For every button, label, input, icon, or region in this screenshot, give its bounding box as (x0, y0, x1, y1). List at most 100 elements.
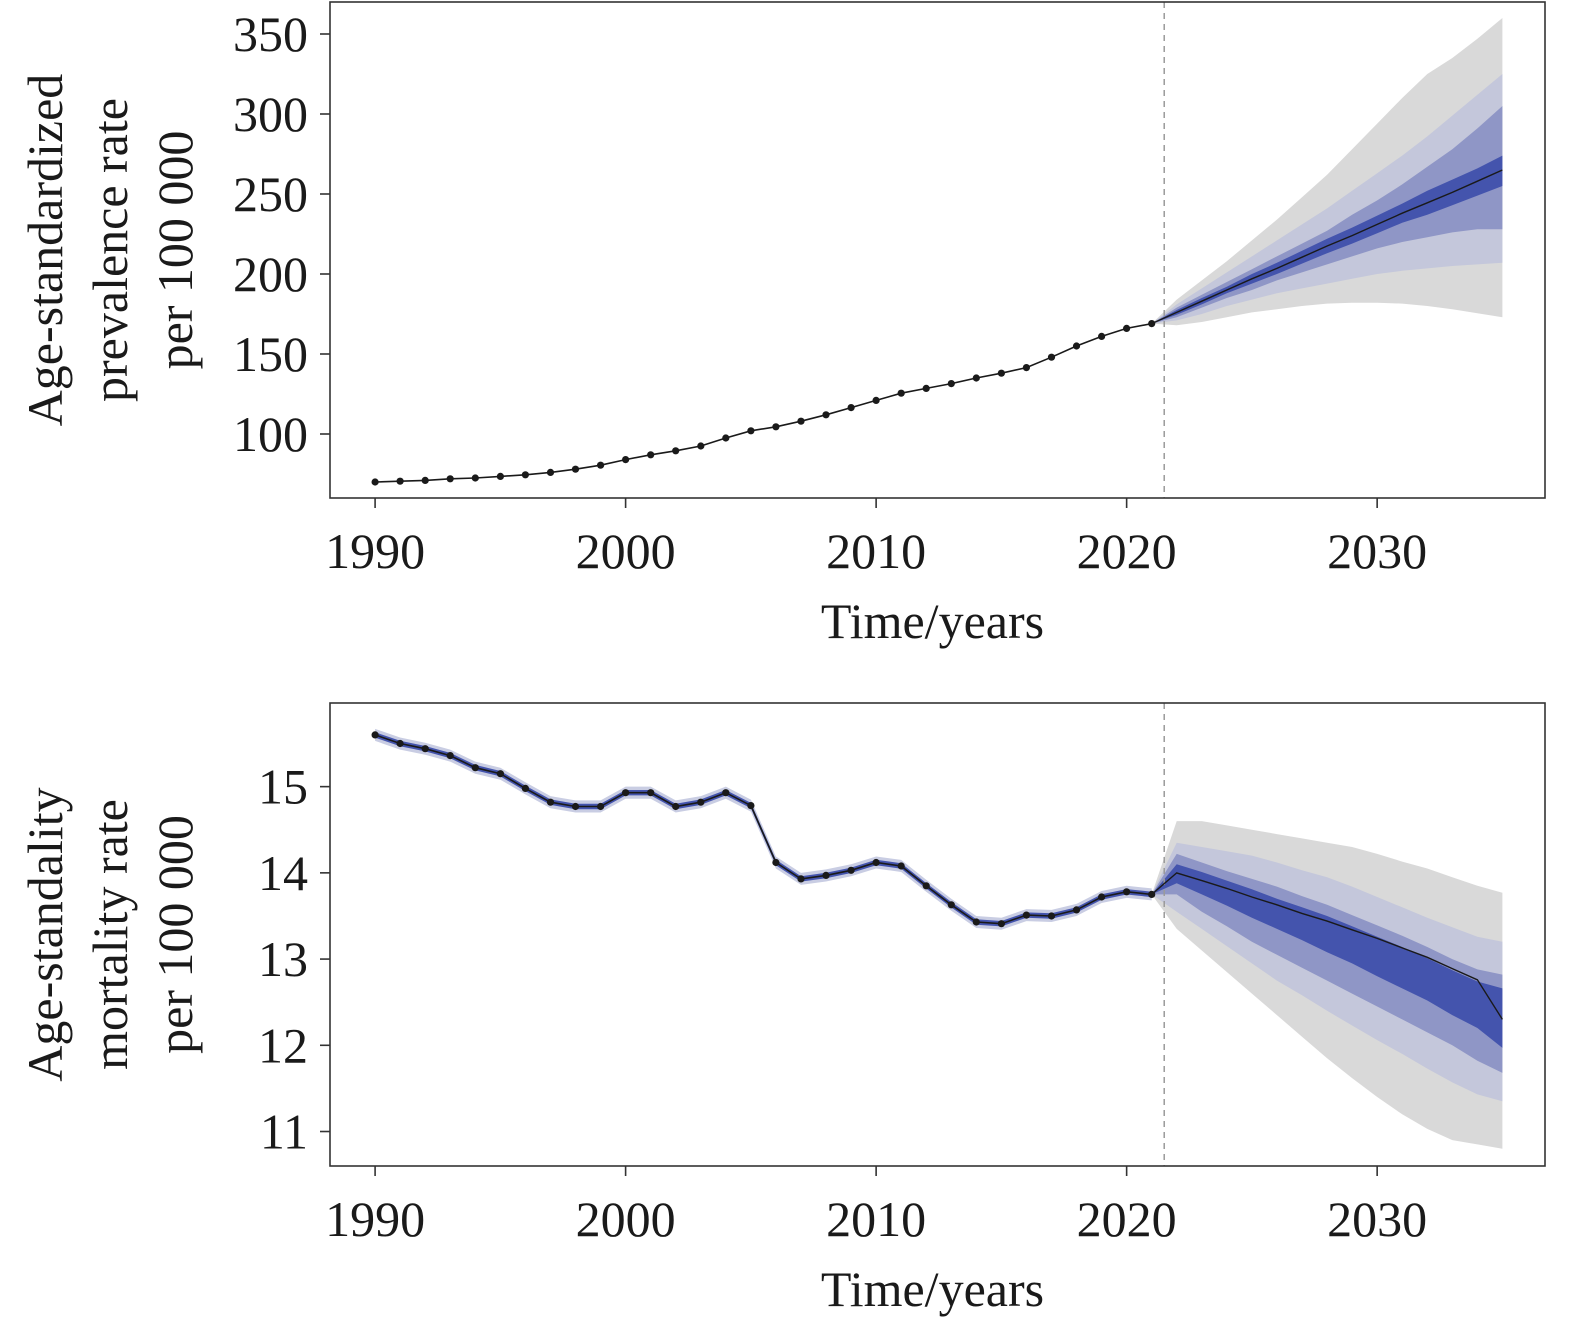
data-point (747, 427, 755, 435)
y-tick-label: 13 (258, 931, 308, 987)
y-tick-label: 14 (258, 845, 308, 901)
observed-band (375, 728, 1152, 930)
data-point (772, 858, 780, 867)
data-point (947, 901, 955, 909)
y-tick-label: 15 (258, 759, 308, 815)
data-point (1047, 353, 1056, 361)
panel-2: 1990 2000 2010 2020 2030 11 12 13 14 15 Time/years… (17, 702, 1546, 1317)
data-point (1148, 320, 1156, 328)
x-axis-title: Time/years (821, 1261, 1044, 1317)
forecast-band-core (1151, 155, 1503, 324)
data-point (396, 739, 404, 748)
data-point (521, 471, 530, 479)
observed-line (375, 322, 1152, 483)
forecast-line (1151, 169, 1503, 325)
y-tick-label: 150 (233, 326, 308, 382)
data-point (697, 798, 705, 806)
data-point (496, 472, 504, 480)
y-tick-label: 11 (260, 1104, 308, 1160)
data-point (1098, 332, 1106, 340)
y-axis-title-line: per 100 000 (147, 131, 203, 370)
data-point (446, 752, 454, 760)
data-point (672, 802, 680, 811)
forecast-band-inner (1151, 106, 1503, 324)
data-point (1123, 888, 1131, 896)
y-tick-label: 250 (233, 166, 308, 222)
y-tick-label: 200 (233, 246, 308, 302)
forecast-line (1151, 872, 1503, 1020)
data-point (672, 447, 680, 455)
x-tick-label: 2010 (826, 1191, 926, 1247)
data-point (997, 369, 1006, 377)
y-tick-label: 350 (233, 6, 308, 62)
x-tick-label: 2000 (576, 1191, 676, 1247)
data-point (622, 789, 630, 797)
data-point (1098, 893, 1106, 901)
data-point (847, 866, 855, 874)
data-point (421, 745, 429, 753)
data-point (571, 802, 580, 811)
data-point (697, 442, 705, 450)
data-point (922, 882, 930, 890)
x-tick-label: 2000 (576, 523, 676, 579)
data-point (597, 461, 605, 469)
data-point (722, 434, 730, 442)
plot-area (371, 703, 1503, 1166)
data-point (897, 862, 905, 870)
data-point (496, 770, 504, 778)
data-point (822, 871, 830, 880)
data-point (546, 798, 555, 806)
data-point (622, 456, 630, 464)
x-tick-label: 1990 (325, 523, 425, 579)
data-point (647, 451, 655, 459)
x-tick-label: 2010 (826, 523, 926, 579)
panel-1: 1990 2000 2010 2020 2030 100 150 200 250 300 350 Ti… (17, 1, 1546, 649)
y-axis-title-line: Age-standality (17, 787, 73, 1081)
observed-line (374, 734, 1152, 925)
x-tick-label: 2020 (1077, 523, 1177, 579)
data-point (446, 475, 454, 483)
forecast-band-core (1151, 864, 1503, 1048)
data-point (847, 404, 855, 412)
data-point (571, 465, 580, 473)
plot-frame (329, 1, 1546, 499)
data-point (371, 731, 379, 739)
data-point (647, 789, 655, 797)
data-point (972, 918, 980, 926)
data-point (421, 476, 429, 484)
data-point (747, 802, 755, 810)
x-tick-label: 1990 (325, 1191, 425, 1247)
data-point (597, 802, 605, 811)
data-point (1022, 364, 1030, 372)
data-point (471, 474, 479, 482)
x-axis-title: Time/years (821, 593, 1044, 649)
y-axis-title-line: mortality rate (82, 799, 138, 1070)
data-point (371, 478, 379, 486)
data-point (1072, 906, 1081, 914)
plot-area (371, 2, 1503, 498)
data-point (1072, 342, 1081, 350)
y-tick-label: 12 (258, 1017, 308, 1073)
data-point (797, 875, 805, 883)
y-tick-label: 100 (233, 406, 308, 462)
data-point (972, 374, 980, 382)
data-point (471, 764, 479, 772)
data-point (521, 784, 530, 793)
y-axis-title-line: Age-standardized (17, 74, 73, 427)
data-point (1022, 911, 1030, 919)
plot-frame (329, 702, 1546, 1167)
data-point (872, 396, 880, 404)
data-point (546, 468, 555, 476)
data-point (722, 789, 730, 797)
y-axis-title-line: per 100 000 (147, 815, 203, 1054)
data-point (822, 411, 830, 419)
x-tick-label: 2030 (1327, 1191, 1427, 1247)
forecast-band-mid (1151, 74, 1503, 324)
data-point (772, 423, 780, 431)
data-point (1123, 324, 1131, 332)
y-axis-title-line: prevalence rate (82, 98, 138, 402)
data-point (997, 920, 1006, 928)
data-point (872, 858, 880, 867)
